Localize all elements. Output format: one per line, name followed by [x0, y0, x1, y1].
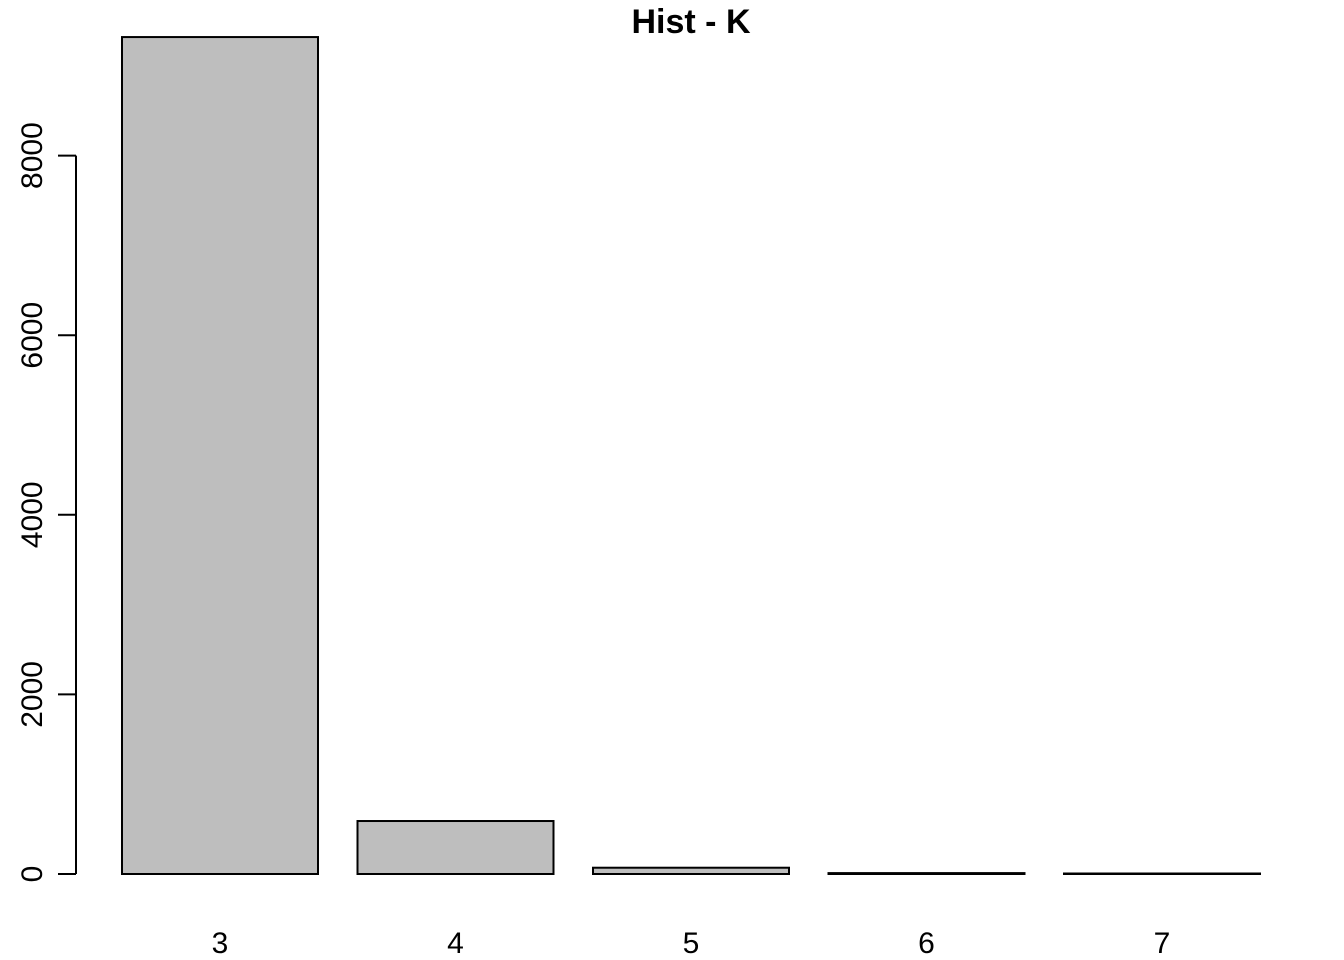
y-tick-label: 6000 [16, 302, 49, 369]
y-tick-label: 4000 [16, 481, 49, 548]
x-tick-label: 6 [918, 927, 935, 960]
x-tick-label: 4 [447, 927, 464, 960]
x-tick-label: 3 [212, 927, 229, 960]
y-axis: 0 2000 4000 6000 8000 [16, 122, 77, 883]
x-tick-label: 5 [683, 927, 700, 960]
bar-6 [827, 872, 1026, 875]
y-tick-label: 2000 [16, 661, 49, 728]
chart-title: Hist - K [632, 3, 751, 41]
bar-5 [592, 866, 790, 875]
bar-4 [356, 820, 555, 876]
y-tick-label: 0 [16, 866, 49, 883]
x-tick-label: 7 [1154, 927, 1171, 960]
bar-7 [1063, 872, 1261, 875]
bars-group [121, 36, 1261, 876]
bar-3 [121, 36, 319, 875]
x-tick-labels: 3 4 5 6 7 [212, 927, 1171, 960]
y-tick-label: 8000 [16, 122, 49, 189]
